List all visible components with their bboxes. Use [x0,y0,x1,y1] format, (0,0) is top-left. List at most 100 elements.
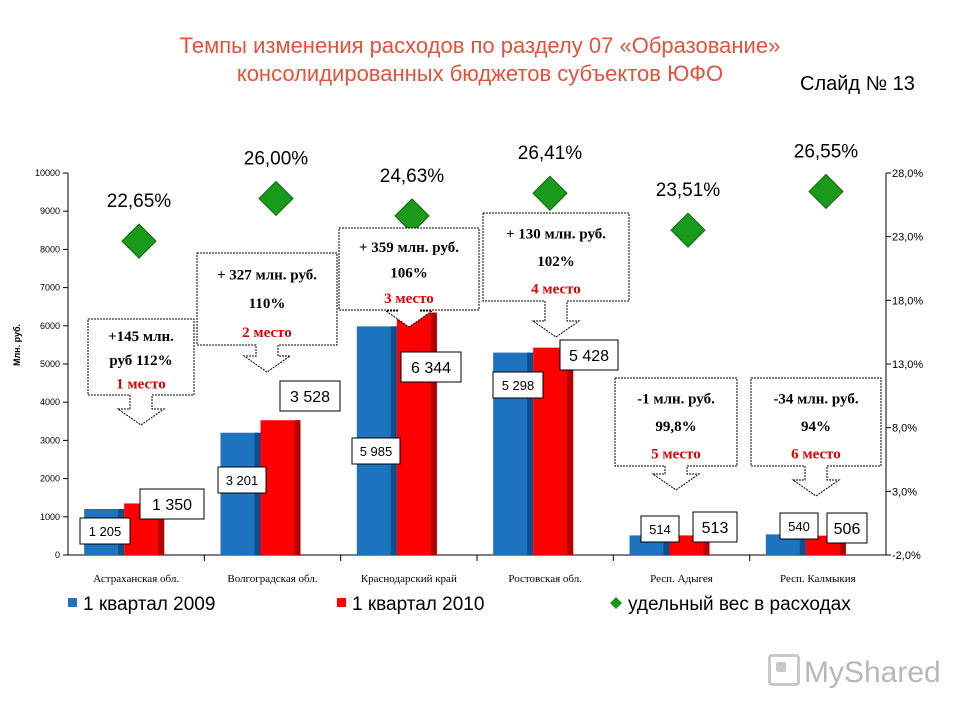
x-tick-label: Волгоградская обл. [227,573,317,585]
callout-text: 102% [537,254,575,270]
callout-text: + 359 млн. руб. [359,240,459,256]
y-tick-label: 4000 [40,397,60,407]
y-tick-label: 1000 [40,512,60,522]
bar-2009-shade [799,534,806,555]
callout-text: +145 млн. [108,329,174,345]
y2-tick-label: -2,0% [892,550,921,562]
value-box-2009 [779,512,819,540]
value-label-2009: 5 985 [360,444,393,459]
slide-number: Слайд № 13 [800,73,915,95]
callout-box [338,227,480,328]
value-box-2009 [351,437,401,465]
callout-text: 4 место [531,281,581,297]
legend-label-2009: 1 квартал 2009 [83,594,215,615]
value-label-2010: 3 528 [290,389,330,406]
bar-2009 [765,534,806,555]
value-box-2009 [217,466,267,494]
y-tick-label: 3000 [40,435,60,445]
logo-text: MyShared [804,656,941,689]
bar-2010 [260,420,301,555]
callout-text: -1 млн. руб. [637,391,715,407]
value-label-2010: 1 350 [152,497,192,514]
y2-tick-label: 3,0% [892,486,917,498]
callout-box [482,212,630,338]
callout-text: 5 место [651,446,701,462]
x-tick-label: Астраханская обл. [93,573,179,585]
value-box-2009 [79,517,131,545]
x-tick-label: Респ. Адыгея [650,573,713,585]
bar-2010-shade [703,535,710,555]
value-label-2009: 514 [649,522,671,537]
bar-2009-shade [527,352,534,555]
value-label-2010: 506 [834,521,861,538]
value-box-2009 [640,515,680,543]
y-axis-label: Млн. руб. [12,324,22,366]
callout-text: 3 место [384,291,434,307]
legend-marker-weight [610,597,622,609]
callout-text: 94% [801,419,831,435]
y-tick-label: 0 [55,550,60,560]
callout-text: 106% [390,265,428,281]
weight-label: 26,41% [518,143,583,164]
bar-2010-shade [839,535,846,555]
y2-tick-label: 13,0% [892,359,923,371]
value-label-2010: 6 344 [411,360,451,377]
bar-2009-shade [663,535,670,555]
value-box-2010 [692,511,738,543]
bar-2009-shade [254,432,261,555]
weight-marker [808,173,844,210]
y2-tick-label: 23,0% [892,232,923,244]
callout-text: руб 112% [109,353,172,369]
title-line-1: Темпы изменения расходов по разделу 07 «… [179,33,781,58]
y-tick-label: 9000 [40,206,60,216]
y-tick-label: 6000 [40,321,60,331]
value-box-2010 [279,380,341,412]
callout-box [87,318,195,426]
bar-2010-shade [294,420,301,555]
legend-swatch-2010 [337,598,346,607]
y-tick-label: 2000 [40,474,60,484]
weight-marker [121,223,157,259]
value-label-2010: 5 428 [569,348,609,365]
logo-icon [768,654,800,686]
weight-label: 26,55% [794,141,859,162]
callout-text: + 327 млн. руб. [217,267,317,283]
y2-tick-label: 8,0% [892,423,917,435]
y-tick-label: 5000 [40,359,60,369]
callout-box [614,377,738,491]
value-box-2010 [826,512,868,544]
title-line-2: консолидированных бюджетов субъектов ЮФО [236,61,724,86]
callout-box [750,377,882,497]
weight-label: 26,00% [244,148,309,169]
callout-text: 2 место [242,325,292,341]
value-label-2009: 1 205 [89,524,122,539]
weight-marker [258,180,294,217]
bar-2009 [220,432,261,555]
bar-2010-shade [158,503,165,555]
callout-text: 1 место [116,377,166,393]
legend-swatch-2009 [68,598,77,607]
y2-tick-label: 28,0% [892,168,923,180]
value-label-2009: 5 298 [502,378,535,393]
value-box-2010 [400,351,462,383]
legend-label-2010: 1 квартал 2010 [352,594,484,615]
x-tick-label: Ростовская обл. [508,573,582,585]
y-tick-label: 10000 [35,168,60,178]
y-tick-label: 7000 [40,283,60,293]
weight-label: 23,51% [656,180,721,201]
value-box-2009 [492,371,544,399]
callout-text: 110% [249,296,286,312]
value-label-2009: 3 201 [226,473,259,488]
x-tick-label: Краснодарский край [361,573,457,585]
weight-marker [532,175,568,211]
legend-label-weight: удельный вес в расходах [628,594,851,615]
value-box-2010 [559,339,619,371]
callout-text: + 130 млн. руб. [506,226,606,242]
bar-2010-shade [567,347,574,555]
weight-marker [670,212,706,248]
bar-2010-shade [430,312,437,555]
x-tick-label: Респ. Калмыкия [780,573,856,585]
value-label-2009: 540 [788,519,810,534]
callout-text: 6 место [791,446,841,462]
